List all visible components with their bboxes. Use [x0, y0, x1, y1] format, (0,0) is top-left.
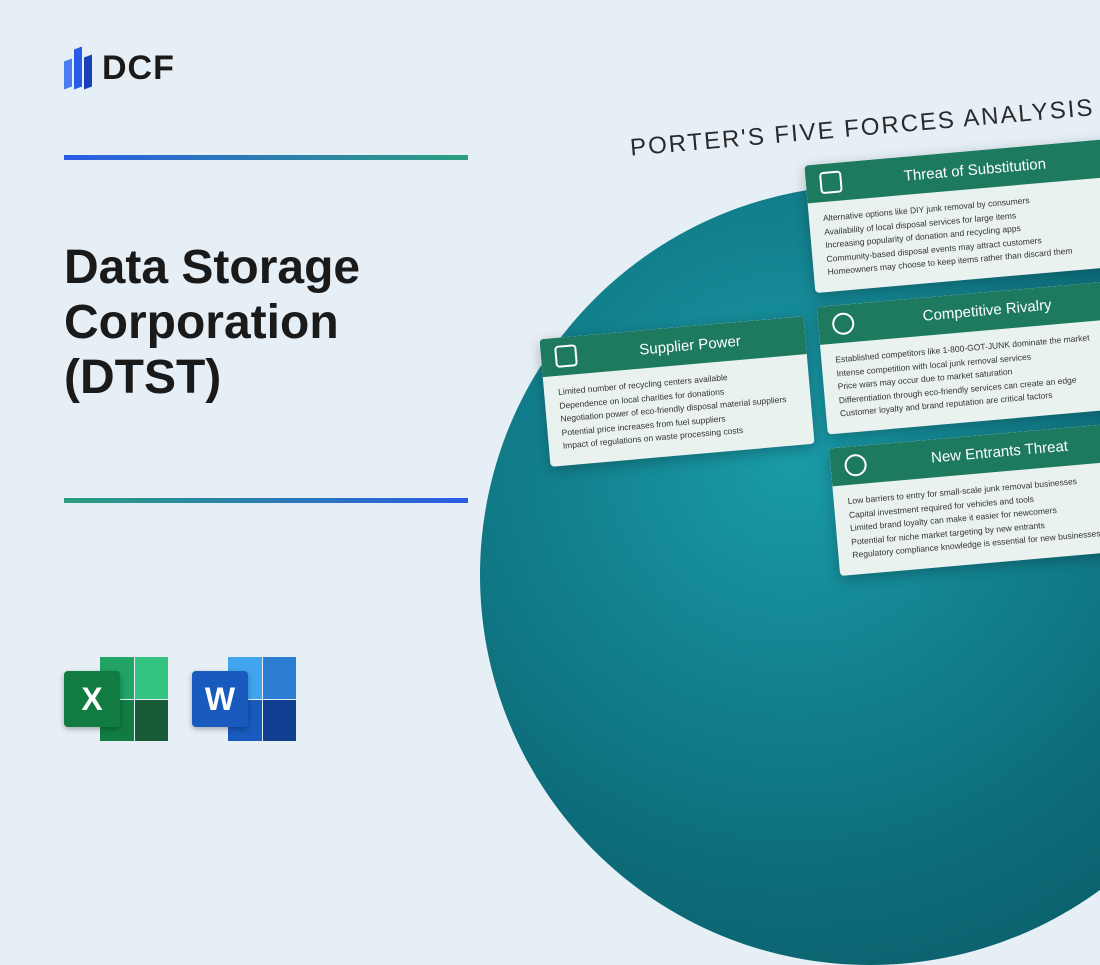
card-threat-substitution: Threat of Substitution Alternative optio… — [804, 139, 1100, 293]
excel-icon[interactable]: X — [64, 649, 168, 749]
brand-name: DCF — [102, 49, 175, 88]
file-icons-row: X W — [64, 649, 296, 749]
refresh-icon — [819, 170, 843, 194]
word-icon[interactable]: W — [192, 649, 296, 749]
word-badge: W — [192, 671, 248, 727]
key-icon — [554, 344, 578, 368]
page-title: Data Storage Corporation (DTST) — [64, 240, 484, 406]
analysis-panel: PORTER'S FIVE FORCES ANALYSIS Supplier P… — [522, 90, 1100, 600]
divider-top — [64, 155, 468, 160]
excel-badge: X — [64, 671, 120, 727]
card-competitive-rivalry: Competitive Rivalry Established competit… — [817, 280, 1100, 434]
pie-icon — [831, 312, 855, 336]
card-supplier-power: Supplier Power Limited number of recycli… — [539, 316, 814, 467]
brand-logo: DCF — [64, 48, 175, 88]
logo-bars-icon — [64, 48, 92, 88]
card-new-entrants: New Entrants Threat Low barriers to entr… — [829, 422, 1100, 576]
divider-bottom — [64, 498, 468, 503]
person-icon — [844, 453, 868, 477]
page-title-block: Data Storage Corporation (DTST) — [64, 240, 484, 406]
